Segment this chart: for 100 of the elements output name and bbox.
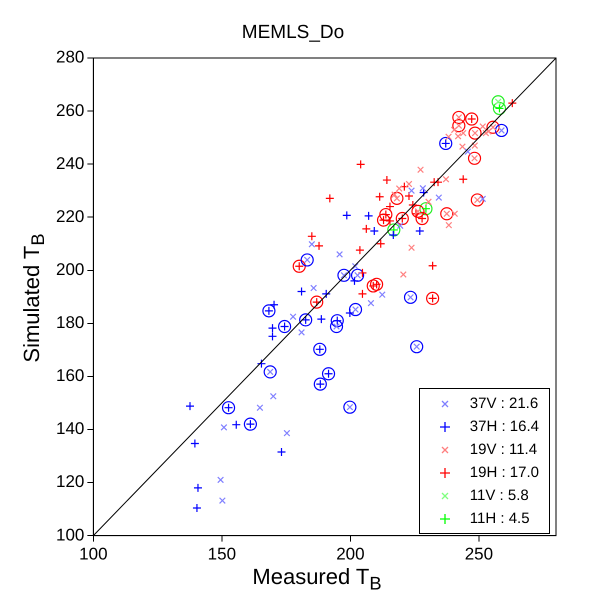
legend-label: 11V : 5.8 [470, 486, 529, 506]
point [256, 404, 264, 412]
point [404, 290, 418, 304]
point [290, 313, 296, 320]
point [348, 302, 362, 316]
point [419, 184, 426, 192]
point [268, 332, 278, 341]
point [482, 130, 490, 137]
point [358, 289, 368, 298]
point [459, 143, 466, 150]
point [396, 185, 403, 192]
point [300, 253, 314, 267]
point [442, 176, 450, 183]
y-tick-label: 100 [56, 525, 84, 544]
point [408, 244, 415, 252]
point [362, 224, 371, 234]
point [471, 142, 478, 149]
point [269, 300, 279, 310]
legend-label: 37H : 16.4 [470, 417, 539, 437]
point [400, 182, 409, 192]
point [404, 191, 414, 201]
point [400, 271, 407, 278]
point [408, 187, 415, 194]
point [454, 132, 462, 140]
y-tick-label: 120 [56, 472, 84, 492]
point [220, 424, 228, 431]
point [185, 402, 195, 411]
point [192, 503, 202, 513]
point [350, 276, 360, 286]
legend-label: 19V : 11.4 [470, 440, 538, 460]
x-tick-label: 150 [208, 544, 236, 564]
point [325, 194, 334, 203]
point [368, 300, 374, 307]
point [342, 210, 352, 220]
x-tick-label: 100 [79, 544, 108, 564]
point [428, 261, 438, 270]
point [356, 160, 366, 169]
point [376, 239, 386, 248]
point [298, 328, 305, 336]
point [375, 192, 384, 202]
point [410, 340, 424, 354]
point [343, 400, 356, 414]
point [458, 174, 468, 184]
point [492, 95, 505, 108]
point [336, 250, 344, 258]
point [350, 268, 364, 282]
point [337, 268, 351, 282]
point [385, 202, 395, 212]
point [382, 175, 392, 185]
legend-label: 11H : 4.5 [470, 509, 530, 529]
point [378, 291, 386, 298]
point [494, 124, 508, 138]
chart-title: MEMLS_Do [240, 22, 346, 44]
point [276, 447, 286, 457]
point [408, 200, 418, 210]
point [330, 320, 344, 334]
point [322, 289, 331, 298]
point [508, 98, 517, 108]
legend-label: 37V : 21.6 [470, 394, 538, 414]
point [433, 178, 443, 187]
point [256, 359, 266, 368]
point [310, 284, 318, 292]
point [217, 476, 224, 484]
point [316, 314, 326, 324]
point [345, 308, 354, 318]
point [308, 240, 316, 248]
point [264, 365, 277, 378]
x-tick-label: 250 [464, 544, 494, 564]
y-tick-label: 260 [56, 100, 84, 120]
point [419, 188, 428, 198]
point [370, 226, 379, 236]
point [283, 430, 290, 437]
point [479, 123, 486, 130]
point [484, 128, 492, 135]
point [406, 180, 412, 188]
y-tick-label: 220 [56, 206, 84, 226]
point [417, 166, 424, 174]
point [445, 133, 452, 140]
x-tick-label: 200 [336, 544, 365, 564]
point [460, 130, 467, 137]
y-tick-label: 280 [56, 48, 84, 67]
point [270, 392, 277, 400]
point [388, 230, 398, 240]
point [314, 241, 324, 250]
y-tick-label: 140 [56, 419, 84, 438]
y-tick-label: 240 [56, 154, 84, 173]
point [190, 438, 200, 448]
y-tick-label: 160 [56, 366, 84, 386]
point [464, 148, 472, 156]
point [218, 497, 226, 504]
point [232, 420, 241, 430]
point [445, 222, 452, 229]
point [296, 286, 306, 296]
point [193, 483, 203, 492]
y-tick-label: 180 [56, 313, 84, 332]
point [435, 194, 442, 201]
point [396, 222, 404, 230]
y-tick-label: 200 [56, 260, 84, 279]
point [268, 324, 278, 333]
legend-label: 19H : 17.0 [470, 463, 539, 483]
